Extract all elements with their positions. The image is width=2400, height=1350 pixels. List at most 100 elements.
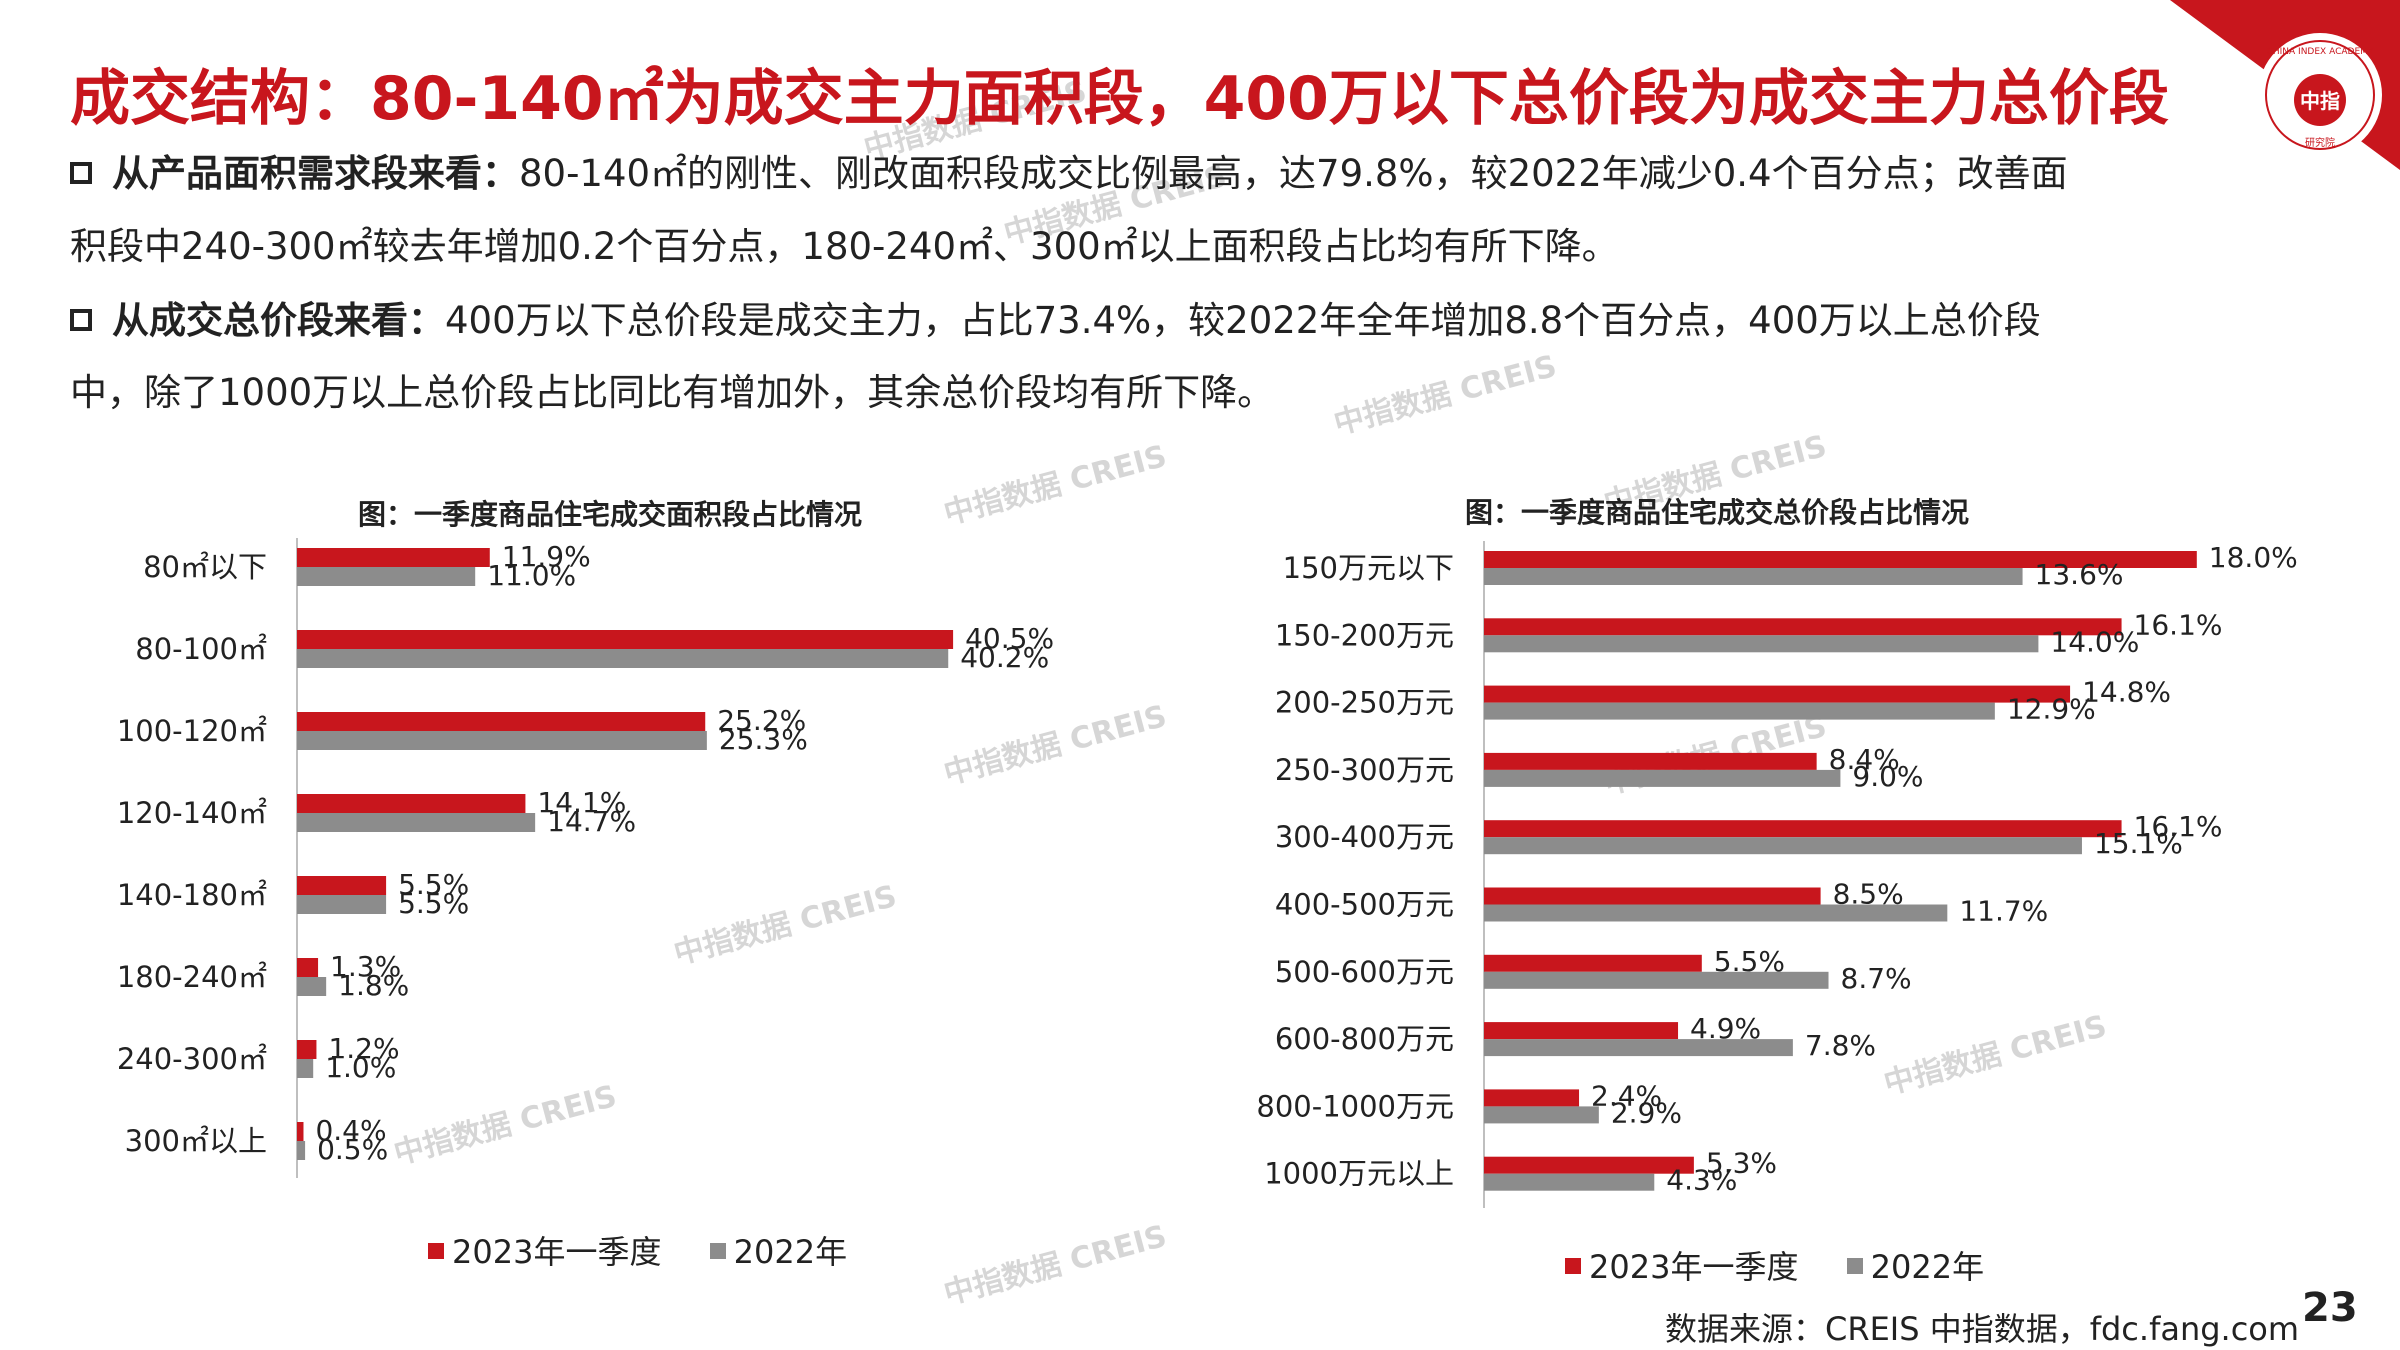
bar-series-2023q1: [1484, 618, 2122, 636]
data-label: 2.9%: [1611, 1096, 1682, 1129]
data-label: 8.4%: [1829, 743, 1900, 776]
bar-series-2023q1: [1484, 954, 1702, 972]
legend-item: 2022年: [1846, 1248, 1984, 1286]
data-label: 11.9%: [502, 540, 591, 573]
legend-area-chart: 2023年一季度 2022年: [428, 1227, 885, 1273]
data-label: 5.5%: [398, 868, 469, 901]
bar-series-2023q1: [297, 1040, 317, 1059]
chart-title-price: 图：一季度商品住宅成交总价段占比情况: [1465, 496, 1970, 529]
data-label: 14.1%: [537, 786, 626, 819]
data-label: 40.5%: [965, 622, 1054, 655]
legend-item: 2022年: [709, 1233, 847, 1271]
data-label: 16.1%: [2134, 608, 2223, 641]
legend-item: 2023年一季度: [1565, 1248, 1798, 1286]
data-label: 16.1%: [2134, 810, 2223, 843]
data-label: 0.4%: [315, 1114, 386, 1147]
chart-title-area: 图：一季度商品住宅成交面积段占比情况: [358, 498, 863, 531]
data-label: 8.7%: [1841, 962, 1912, 995]
category-label: 120-140㎡: [117, 796, 267, 830]
bar-series-2022: [297, 977, 327, 996]
bar-series-2022: [1484, 837, 2082, 855]
data-label: 14.8%: [2082, 676, 2171, 709]
corner-logo: CHINA INDEX ACADEMY 中指 研究院: [2170, 0, 2400, 170]
logo-center-text: 中指: [2300, 89, 2340, 113]
data-label: 5.3%: [1706, 1147, 1777, 1180]
logo-top-text: CHINA INDEX ACADEMY: [2267, 47, 2374, 57]
data-label: 11.0%: [487, 559, 576, 592]
category-label: 180-240㎡: [117, 960, 267, 994]
bar-series-2022: [297, 1141, 306, 1160]
bar-series-2023q1: [1484, 820, 2122, 838]
data-label: 40.2%: [960, 641, 1049, 674]
category-label: 240-300㎡: [117, 1042, 267, 1076]
data-label: 15.1%: [2094, 827, 2183, 860]
data-label: 1.0%: [325, 1051, 396, 1084]
data-label: 7.8%: [1805, 1029, 1876, 1062]
legend-item: 2023年一季度: [428, 1233, 661, 1271]
legend-swatch-gray: [709, 1243, 726, 1259]
paragraph-text: 80-140㎡的刚性、刚改面积段成交比例最高，达79.8%，较2022年减少0.…: [519, 152, 2068, 195]
logo-ring: [2265, 40, 2375, 150]
logo-seal: [2294, 74, 2346, 126]
category-label: 140-180㎡: [117, 878, 267, 912]
data-label: 11.7%: [1959, 895, 2048, 928]
category-label: 80-100㎡: [135, 632, 267, 666]
data-label: 18.0%: [2209, 541, 2298, 574]
bar-series-2023q1: [297, 548, 490, 567]
bar-series-2023q1: [297, 876, 387, 895]
legend-swatch-gray: [1846, 1258, 1863, 1274]
data-label: 14.0%: [2050, 625, 2139, 658]
square-bullet-icon: [70, 309, 92, 331]
category-label: 100-120㎡: [117, 714, 267, 748]
bar-series-2023q1: [1484, 551, 2197, 568]
bar-series-2022: [297, 813, 536, 832]
category-label: 300-400万元: [1275, 820, 1454, 854]
bar-series-2023q1: [1484, 685, 2071, 703]
page-number: 23: [2302, 1285, 2358, 1331]
bar-series-2023q1: [1484, 1156, 1694, 1174]
bar-series-2023q1: [297, 1122, 304, 1141]
data-label: 2.4%: [1591, 1079, 1662, 1112]
bar-series-2022: [1484, 702, 1995, 720]
category-label: 300㎡以上: [125, 1124, 267, 1158]
paragraph-lead: 从产品面积需求段来看：: [112, 152, 519, 195]
paragraph-area-line1: 从产品面积需求段来看：80-140㎡的刚性、刚改面积段成交比例最高，达79.8%…: [70, 155, 2068, 192]
legend-label: 2023年一季度: [452, 1233, 662, 1271]
bar-series-2022: [1484, 635, 2039, 653]
bar-series-2023q1: [1484, 1022, 1679, 1040]
category-label: 250-300万元: [1275, 753, 1454, 787]
logo-bottom-text: 研究院: [2305, 136, 2335, 149]
bar-series-2023q1: [1484, 1089, 1580, 1107]
paragraph-lead: 从成交总价段来看：: [112, 299, 445, 342]
paragraph-text: 400万以下总价段是成交主力，占比73.4%，较2022年全年增加8.8个百分点…: [445, 299, 2041, 342]
bar-series-2022: [297, 567, 476, 586]
bar-series-2022: [1484, 904, 1948, 922]
bar-series-2023q1: [297, 712, 706, 731]
category-label: 200-250万元: [1275, 686, 1454, 720]
category-label: 150万元以下: [1283, 551, 1454, 585]
paragraph-area-line2: 积段中240-300㎡较去年增加0.2个百分点，180-240㎡、300㎡以上面…: [70, 228, 1619, 265]
bar-series-2022: [297, 1059, 314, 1078]
paragraph-price-line1: 从成交总价段来看：400万以下总价段是成交主力，占比73.4%，较2022年全年…: [70, 302, 2041, 339]
bar-series-2022: [1484, 769, 1841, 787]
paragraph-text: 积段中240-300㎡较去年增加0.2个百分点，180-240㎡、300㎡以上面…: [70, 225, 1619, 268]
bar-series-2023q1: [297, 630, 954, 649]
data-label: 0.5%: [317, 1133, 388, 1166]
data-label: 1.3%: [330, 950, 401, 983]
bar-series-2022: [297, 895, 387, 914]
data-label: 1.2%: [328, 1032, 399, 1065]
paragraph-price-line2: 中，除了1000万以上总价段占比同比有增加外，其余总价段均有所下降。: [70, 374, 1274, 411]
data-label: 5.5%: [398, 887, 469, 920]
legend-label: 2023年一季度: [1589, 1248, 1799, 1286]
bar-series-2023q1: [297, 794, 526, 813]
slide-title: 成交结构：80-140㎡为成交主力面积段，400万以下总价段为成交主力总价段: [70, 64, 2169, 134]
bar-series-2022: [297, 731, 707, 750]
category-label: 600-800万元: [1275, 1022, 1454, 1056]
data-label: 12.9%: [2007, 693, 2096, 726]
category-label: 500-600万元: [1275, 955, 1454, 989]
category-label: 800-1000万元: [1256, 1089, 1454, 1123]
legend-price-chart: 2023年一季度 2022年: [1565, 1242, 2022, 1288]
data-label: 4.3%: [1666, 1164, 1737, 1197]
category-label: 80㎡以下: [143, 550, 267, 584]
bar-series-2022: [1484, 568, 2023, 585]
